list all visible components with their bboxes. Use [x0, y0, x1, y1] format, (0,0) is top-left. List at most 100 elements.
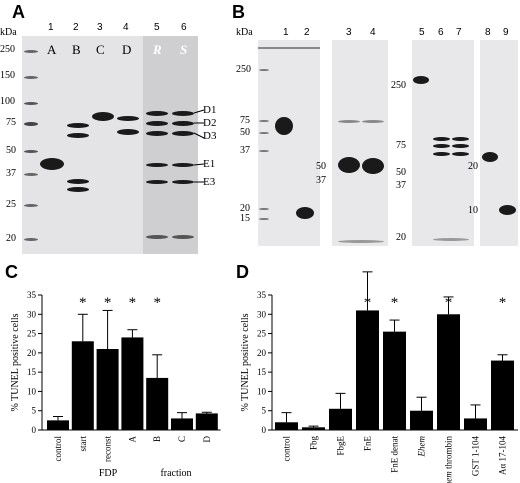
gel-a-lane-letter: C: [96, 42, 105, 57]
gel-a-band: [117, 116, 139, 121]
gel-a-ladder-band: [24, 150, 38, 153]
bar: [410, 410, 433, 430]
gel-b-lane-number: 7: [456, 27, 462, 38]
gel-a-lane-number: 4: [123, 22, 129, 33]
significance-star: *: [104, 295, 112, 311]
significance-star: *: [79, 295, 87, 311]
bar: [302, 427, 325, 430]
gel-b-band: [452, 144, 469, 148]
gel-b-band: [433, 144, 450, 148]
gel-a-band: [67, 123, 89, 128]
category-label: reconst: [103, 436, 113, 462]
gel-a-band: [172, 111, 194, 116]
gel-a-lane-number: 1: [48, 22, 54, 33]
gel-a-band: [67, 133, 89, 138]
category-label: Ehem thrombin: [444, 436, 454, 483]
gel-a-band: [92, 112, 114, 121]
gel-a-band-label: E1: [203, 158, 216, 170]
y-tick-label: 35: [27, 290, 37, 300]
group-label-fraction: fraction: [160, 468, 191, 479]
gel-b-band: [499, 205, 516, 215]
gel-a-right-strip: [143, 36, 198, 254]
gel-b-ladder-band: [259, 132, 269, 134]
bar: [195, 413, 218, 430]
gel-b-section-2: [332, 40, 388, 246]
category-label: FnE denat: [390, 436, 400, 473]
significance-star: *: [364, 295, 372, 311]
gel-a-band: [146, 180, 168, 184]
bar: [275, 422, 298, 430]
chart-c: 0 5 10 15 20 25 30 35 % TUNEL positive cells cont…: [10, 290, 221, 479]
gel-b-band: [433, 152, 450, 156]
bar: [121, 337, 144, 430]
gel-a-band: [117, 129, 139, 135]
bar: [464, 418, 487, 430]
group-label-fdp: FDP: [99, 468, 118, 479]
y-tick-label: 0: [262, 425, 267, 435]
gel-a-lane-number: 3: [97, 22, 103, 33]
gel-b-ladder-band: [259, 69, 269, 71]
gel-a-ladder-band: [24, 204, 38, 207]
gel-a-marker: 250: [0, 44, 15, 55]
gel-a-band: [146, 131, 168, 136]
gel-b-marker: 50: [316, 161, 326, 172]
category-label: Fbg: [309, 436, 319, 451]
gel-b-band: [338, 157, 360, 173]
gel-b-marker: 10: [468, 205, 478, 216]
gel-a-lane-letter: A: [47, 42, 57, 57]
gel-b-lane-number: 3: [346, 27, 352, 38]
gel-a-band: [172, 121, 194, 126]
gel-b-marker: 37: [240, 145, 250, 156]
gel-b-marker: 50: [396, 167, 406, 178]
gel-a-lane-number: 5: [154, 22, 160, 33]
gel-a-band: [67, 187, 89, 192]
gel-b-band: [338, 120, 360, 123]
y-axis-label: % TUNEL positive cells: [240, 313, 251, 411]
gel-a-lane-letter: B: [72, 42, 81, 57]
category-label: control: [282, 436, 292, 462]
gel-a-lane-letter: R: [153, 42, 162, 57]
gel-b-band: [413, 76, 429, 84]
gel-a-marker: 37: [6, 168, 16, 179]
gel-a-band: [172, 163, 194, 167]
gel-b-section-3: [412, 40, 474, 246]
category-label: start: [78, 436, 88, 452]
gel-b-band: [482, 152, 498, 162]
gel-b-band: [433, 238, 469, 241]
gel-a-ladder-band: [24, 238, 38, 241]
gel-b-lane-number: 9: [503, 27, 509, 38]
gel-b-marker: 75: [240, 115, 250, 126]
bar: [383, 331, 406, 430]
bar: [71, 341, 94, 430]
gel-a-band-pointers: [193, 109, 205, 183]
gel-a-marker: 100: [0, 96, 15, 107]
y-tick-label: 0: [32, 425, 37, 435]
gel-b-marker: 20: [396, 232, 406, 243]
category-label: Ehem: [417, 436, 427, 458]
gel-b-marker: 250: [236, 64, 251, 75]
gel-a-band: [67, 179, 89, 184]
gel-a-band: [172, 180, 194, 184]
gel-b-well-line: [258, 47, 320, 49]
y-tick-label: 5: [32, 406, 37, 416]
bar: [96, 349, 119, 430]
significance-star: *: [391, 295, 399, 311]
gel-a-lane-letter: D: [122, 42, 132, 57]
category-label: C: [177, 436, 187, 442]
bar: [491, 360, 514, 430]
bar: [146, 377, 169, 430]
gel-b-band: [362, 120, 384, 123]
gel-b-lane-number: 4: [370, 27, 376, 38]
gel-a-ladder-band: [24, 76, 38, 79]
category-label: D: [202, 436, 212, 443]
gel-b-band: [362, 158, 384, 174]
panel-a-letter: A: [12, 2, 25, 22]
bar: [329, 408, 352, 430]
gel-a-band-label: D2: [203, 117, 217, 129]
gel-b-lane-number: 2: [304, 27, 310, 38]
gel-b-marker: 37: [316, 175, 326, 186]
gel-b-ladder-band: [259, 150, 269, 152]
gel-b-marker: 75: [396, 140, 406, 151]
gel-a-band: [146, 121, 168, 126]
gel-a-ladder-band: [24, 122, 38, 126]
